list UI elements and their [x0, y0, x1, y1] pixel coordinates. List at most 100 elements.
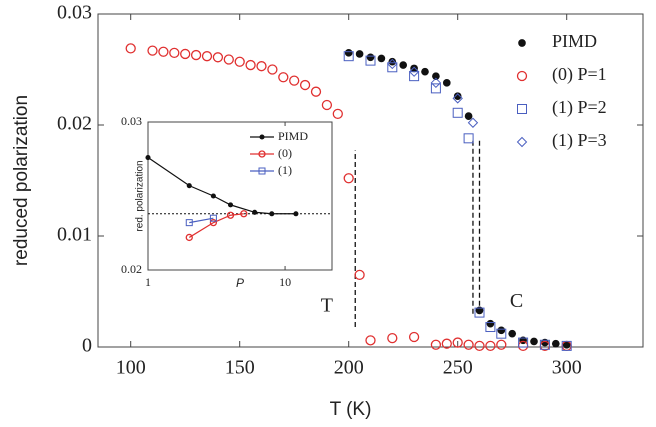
x-tick-label: 300: [552, 357, 582, 379]
point: [430, 339, 442, 350]
point: [486, 319, 495, 328]
point: [269, 211, 275, 217]
point: [497, 326, 506, 335]
y-tick-label: 0.02: [57, 113, 92, 135]
point: [299, 79, 311, 91]
plot-frame: [147, 121, 333, 271]
legend-marker: [518, 39, 526, 47]
point: [508, 329, 517, 338]
point: [421, 67, 429, 76]
legend-marker: [258, 167, 266, 175]
point: [343, 173, 354, 184]
point: [256, 61, 267, 72]
point: [432, 72, 440, 80]
point: [354, 269, 365, 281]
series-line: [188, 213, 244, 238]
point: [125, 43, 136, 54]
point: [289, 75, 300, 86]
point: [410, 64, 418, 73]
series-line: [189, 217, 214, 224]
point: [463, 339, 474, 350]
point: [158, 46, 169, 57]
point: [355, 50, 364, 58]
point: [518, 337, 529, 348]
point: [539, 339, 550, 350]
point: [267, 64, 278, 75]
point: [474, 307, 485, 318]
point: [186, 183, 192, 189]
point: [485, 340, 496, 352]
point: [496, 339, 507, 350]
point: [185, 219, 193, 227]
point: [310, 86, 322, 97]
point: [209, 214, 217, 222]
x-axis-label: P: [236, 276, 244, 290]
x-tick-label: 250: [443, 357, 473, 379]
point: [530, 337, 538, 346]
point: [366, 53, 375, 62]
point: [343, 51, 354, 62]
point: [190, 49, 202, 61]
point: [463, 133, 474, 144]
point: [453, 92, 462, 100]
point: [234, 56, 245, 67]
point: [145, 154, 151, 161]
legend-label: (0): [278, 146, 292, 160]
point: [245, 59, 256, 71]
x-tick-label: 1: [145, 275, 151, 289]
point: [387, 332, 398, 344]
point: [147, 45, 158, 56]
x-tick-label: 200: [334, 357, 364, 379]
legend-marker: [517, 104, 527, 114]
point: [452, 337, 463, 348]
point: [387, 62, 398, 73]
point: [452, 93, 463, 104]
legend-marker: [516, 70, 528, 82]
y-axis-label: red. polarization: [135, 160, 146, 231]
point: [485, 322, 496, 333]
legend-label: (1): [278, 163, 292, 177]
y-tick-label: 0.03: [57, 2, 92, 24]
point: [562, 340, 571, 349]
point: [551, 339, 560, 348]
point: [464, 112, 473, 120]
annotation: T: [321, 295, 333, 317]
point: [169, 47, 180, 58]
legend-label: (1) P=3: [552, 130, 607, 151]
point: [293, 211, 299, 217]
point: [430, 83, 441, 94]
point: [321, 99, 333, 111]
point: [399, 61, 408, 69]
point: [209, 218, 218, 227]
point: [430, 77, 442, 89]
point: [377, 54, 386, 63]
point: [226, 211, 235, 219]
x-axis-label: T (K): [330, 399, 372, 420]
y-tick-label: 0: [82, 335, 92, 357]
annotation: C: [510, 290, 523, 312]
point: [185, 233, 193, 242]
point: [442, 78, 451, 87]
point: [223, 54, 234, 65]
point: [441, 338, 452, 349]
point: [409, 71, 420, 82]
legend-marker: [259, 134, 265, 140]
x-tick-label: 10: [279, 275, 291, 289]
point: [365, 55, 376, 66]
point: [252, 209, 258, 215]
point: [388, 57, 397, 66]
point: [201, 51, 213, 62]
legend-marker: [258, 150, 266, 158]
y-tick-label: 0.02: [121, 262, 142, 276]
point: [240, 210, 248, 218]
point: [561, 340, 572, 351]
point: [474, 340, 485, 352]
point: [332, 108, 343, 120]
y-tick-label: 0.03: [121, 114, 142, 128]
point: [365, 335, 376, 346]
y-axis-label: reduced polarization: [11, 95, 32, 266]
point: [408, 331, 420, 343]
point: [180, 48, 191, 60]
point: [452, 107, 463, 118]
